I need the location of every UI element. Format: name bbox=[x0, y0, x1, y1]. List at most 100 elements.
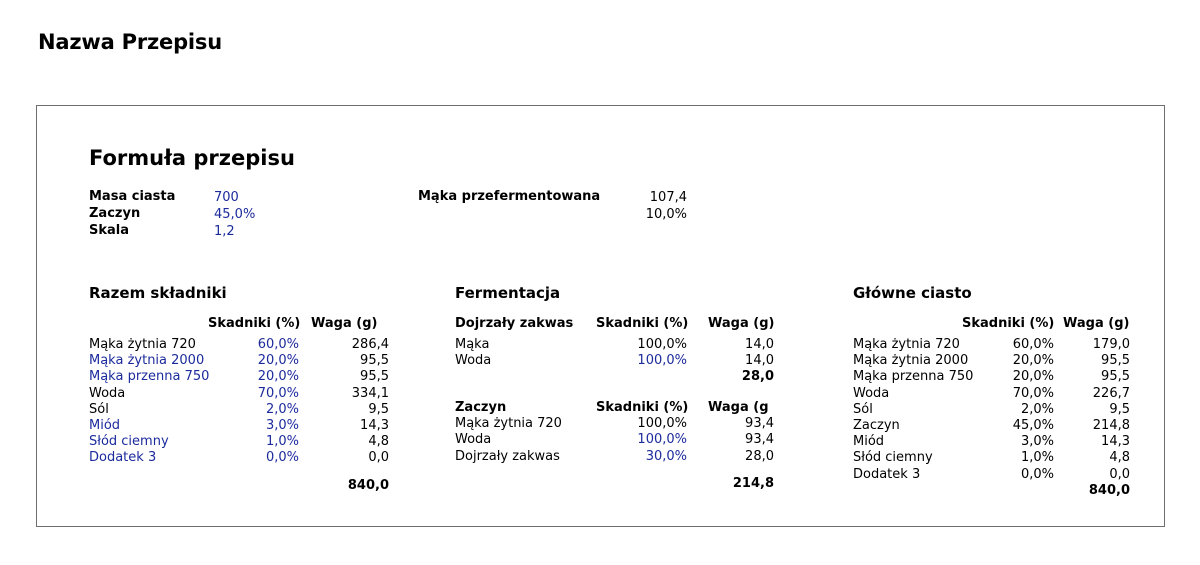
ingredient-weight: 93,4 bbox=[745, 416, 774, 432]
table-row: Miód 3,0% 14,3 bbox=[89, 418, 389, 434]
levain-sum: 214,8 bbox=[732, 475, 774, 491]
ingredient-weight: 4,8 bbox=[368, 434, 389, 450]
ingredient-weight: 179,0 bbox=[1092, 337, 1130, 352]
ingredient-name: Mąka żytnia 720 bbox=[455, 416, 562, 432]
ingredient-percent[interactable]: 20,0% bbox=[257, 353, 299, 369]
preferment-value: 107,4 bbox=[649, 190, 687, 205]
ingredient-percent[interactable]: 3,0% bbox=[265, 417, 299, 433]
ingredient-percent: 100,0% bbox=[637, 337, 687, 352]
ingredient-percent: 0,0% bbox=[1020, 466, 1054, 482]
ingredient-weight: 14,3 bbox=[1101, 434, 1130, 450]
table-row: Woda 70,0% 226,7 bbox=[853, 386, 1130, 402]
ingredient-percent[interactable]: 0,0% bbox=[265, 450, 299, 466]
table-header-row: Skadniki (%) Waga (g) bbox=[89, 316, 389, 337]
ingredient-name: Mąka żytnia 720 bbox=[853, 337, 960, 352]
param-value-scale[interactable]: 1,2 bbox=[214, 224, 235, 239]
total-row: 28,0 bbox=[455, 369, 774, 385]
table-row: Słód ciemny 1,0% 4,8 bbox=[853, 450, 1130, 466]
ingredient-name: Miód bbox=[853, 434, 885, 450]
param-value-dough-mass[interactable]: 700 bbox=[214, 190, 239, 205]
ingredient-weight: 286,4 bbox=[351, 337, 389, 352]
table-row: Woda 100,0% 93,4 bbox=[455, 432, 774, 448]
preferment-label: Mąka przefermentowana bbox=[418, 189, 601, 204]
ingredient-weight: 0,0 bbox=[1109, 466, 1130, 482]
ingredient-percent[interactable]: 2,0% bbox=[265, 401, 299, 417]
ingredient-percent[interactable]: 100,0% bbox=[637, 353, 687, 369]
table-row: Dodatek 3 0,0% 0,0 bbox=[89, 450, 389, 466]
ingredient-percent: 20,0% bbox=[1012, 369, 1054, 385]
table-row: Woda 100,0% 14,0 bbox=[455, 353, 774, 369]
starter-title: Dojrzały zakwas bbox=[455, 316, 574, 331]
ingredient-name: Woda bbox=[89, 385, 126, 401]
table-row: Słód ciemny 1,0% 4,8 bbox=[89, 434, 389, 450]
levain-table: Zaczyn Skadniki (%) Waga (g Mąka żytnia … bbox=[455, 400, 774, 492]
ingredient-percent: 100,0% bbox=[637, 416, 687, 432]
ingredient-name[interactable]: Miód bbox=[89, 417, 121, 433]
ingredient-percent[interactable]: 60,0% bbox=[257, 337, 299, 352]
ingredient-percent[interactable]: 70,0% bbox=[257, 385, 299, 401]
table-row: Dojrzały zakwas 30,0% 28,0 bbox=[455, 449, 774, 465]
ingredient-name: Woda bbox=[455, 353, 492, 369]
ingredient-percent[interactable]: 1,0% bbox=[265, 434, 299, 450]
table-row: Mąka żytnia 720 60,0% 286,4 bbox=[89, 337, 389, 353]
col-header-percent: Skadniki (%) bbox=[596, 316, 689, 331]
ingredient-percent: 20,0% bbox=[1012, 353, 1054, 369]
table-row: Zaczyn 45,0% 214,8 bbox=[853, 418, 1130, 434]
ingredient-percent[interactable]: 30,0% bbox=[645, 448, 687, 464]
ingredient-name: Sól bbox=[89, 401, 109, 417]
ingredient-weight: 93,4 bbox=[745, 432, 774, 448]
ingredient-name: Mąka bbox=[455, 337, 490, 352]
ingredient-percent: 2,0% bbox=[1020, 401, 1054, 417]
table-row: Mąka przenna 750 20,0% 95,5 bbox=[853, 369, 1130, 385]
ingredient-weight: 9,5 bbox=[368, 401, 389, 417]
ingredient-percent: 60,0% bbox=[1012, 337, 1054, 352]
table-header-row: Zaczyn Skadniki (%) Waga (g bbox=[455, 400, 774, 416]
ingredient-name: Słód ciemny bbox=[853, 450, 933, 466]
ingredient-weight: 226,7 bbox=[1092, 385, 1130, 401]
col-header-weight: Waga (g) bbox=[311, 316, 378, 331]
table-row: Mąka żytnia 720 60,0% 179,0 bbox=[853, 337, 1130, 353]
param-value-levain[interactable]: 45,0% bbox=[214, 207, 256, 222]
ingredient-name[interactable]: Mąka żytnia 2000 bbox=[89, 353, 205, 369]
ingredient-name: Sól bbox=[853, 401, 873, 417]
ingredient-name: Mąka żytnia 2000 bbox=[853, 353, 969, 369]
ingredient-weight: 4,8 bbox=[1109, 450, 1130, 466]
table-row: Mąka żytnia 2000 20,0% 95,5 bbox=[853, 353, 1130, 369]
page-title: Nazwa Przepisu bbox=[38, 30, 222, 54]
ingredient-percent: 70,0% bbox=[1012, 385, 1054, 401]
starter-sum: 28,0 bbox=[741, 369, 774, 385]
main-dough-table: Skadniki (%) Waga (g) Mąka żytnia 720 60,… bbox=[853, 316, 1130, 499]
ingredient-name[interactable]: Słód ciemny bbox=[89, 434, 169, 450]
ingredient-name[interactable]: Mąka przenna 750 bbox=[89, 369, 210, 385]
ingredient-name: Woda bbox=[455, 432, 492, 448]
ingredient-weight: 95,5 bbox=[1101, 353, 1130, 369]
ingredient-weight: 95,5 bbox=[360, 353, 389, 369]
ingredient-name: Dodatek 3 bbox=[853, 466, 921, 482]
col-header-weight: Waga (g) bbox=[708, 316, 775, 331]
ingredient-percent[interactable]: 100,0% bbox=[637, 432, 687, 448]
recipe-sheet: Formuła przepisu Masa ciasta 700 Zaczyn … bbox=[36, 105, 1165, 527]
ingredient-name: Woda bbox=[853, 385, 890, 401]
col-header-weight: Waga (g bbox=[708, 400, 769, 415]
table-row: Mąka żytnia 2000 20,0% 95,5 bbox=[89, 353, 389, 369]
ingredient-name[interactable]: Dodatek 3 bbox=[89, 450, 157, 466]
ingredient-percent[interactable]: 20,0% bbox=[257, 369, 299, 385]
total-row: 840,0 bbox=[89, 478, 389, 494]
total-ingredients-title: Razem składniki bbox=[89, 284, 227, 302]
total-row: 840,0 bbox=[853, 483, 1130, 499]
preferment-percent: 10,0% bbox=[645, 207, 687, 222]
ingredient-weight: 14,3 bbox=[360, 417, 389, 433]
fermentation-title: Fermentacja bbox=[455, 284, 561, 302]
ingredient-name: Zaczyn bbox=[853, 417, 900, 433]
table-row: Sól 2,0% 9,5 bbox=[89, 402, 389, 418]
total-row: 214,8 bbox=[455, 476, 774, 492]
col-header-weight: Waga (g) bbox=[1063, 316, 1130, 331]
levain-title: Zaczyn bbox=[455, 400, 507, 415]
table-header-row: Skadniki (%) Waga (g) bbox=[853, 316, 1130, 337]
total-sum: 840,0 bbox=[347, 477, 389, 493]
ingredient-name: Mąka przenna 750 bbox=[853, 369, 974, 385]
ingredient-name: Dojrzały zakwas bbox=[455, 448, 560, 464]
param-label-dough-mass: Masa ciasta bbox=[89, 189, 176, 204]
ingredient-weight: 14,0 bbox=[745, 353, 774, 369]
ingredient-weight: 14,0 bbox=[745, 337, 774, 352]
